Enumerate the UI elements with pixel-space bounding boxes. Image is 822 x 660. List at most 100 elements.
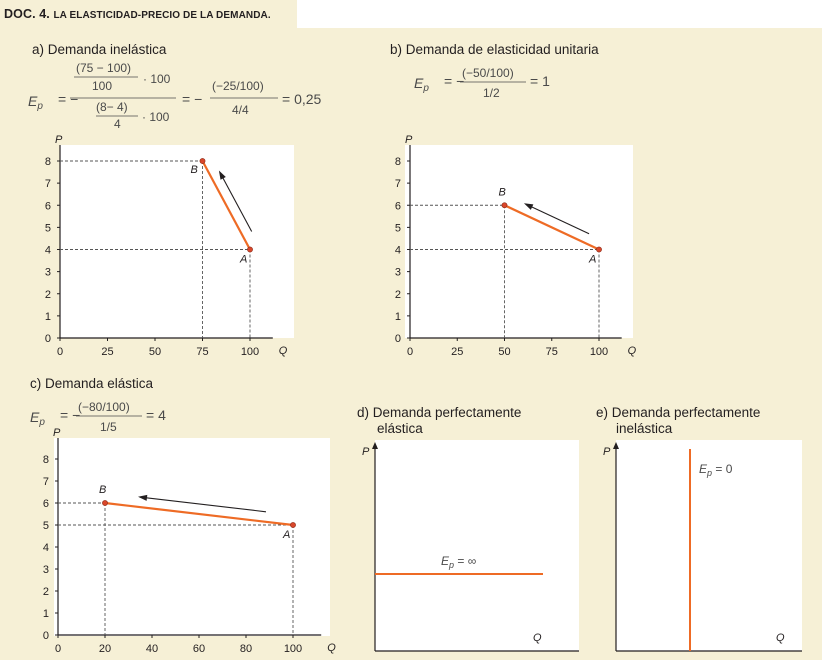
chart-b-y-label: P: [405, 134, 413, 146]
section-d-title: d) Demanda perfectamente elástica: [357, 405, 521, 437]
chart-b-direction-arrowhead: [523, 203, 534, 210]
chart-d-x-label: Q: [533, 632, 542, 644]
doc-title: DOC. 4. La elasticidad-precio de la dema…: [4, 7, 271, 21]
chart-d-y-arrow: [372, 442, 378, 449]
chart-b-y-tick-label: 5: [395, 222, 401, 234]
chart-a-y-tick-label: 4: [45, 245, 51, 257]
chart-c-y-tick-label: 3: [43, 564, 49, 576]
chart-d-panel: [375, 440, 579, 651]
formula-b-result: = 1: [530, 73, 550, 89]
chart-c-x-tick-label: 40: [146, 643, 158, 655]
chart-b-y-tick-label: 0: [395, 333, 401, 345]
chart-b-x-tick-label: 0: [407, 346, 413, 358]
formula-b-num: (−50/100): [462, 66, 514, 80]
chart-c-direction-arrowhead: [138, 494, 148, 501]
chart-b-y-tick-label: 3: [395, 267, 401, 279]
chart-e-elasticity-label: Ep = 0: [699, 462, 733, 478]
chart-a-y-tick-label: 7: [45, 178, 51, 190]
chart-a-point-B: [199, 158, 206, 164]
chart-c-point-label-A: A: [282, 529, 290, 541]
chart-b-x-tick-label: 75: [546, 346, 558, 358]
section-d-title-line2: elástica: [377, 421, 423, 436]
formula-c: Ep = − (−80/100) 1/5 = 4: [30, 400, 166, 434]
section-b-title: b) Demanda de elasticidad unitaria: [390, 42, 599, 57]
chart-c-y-tick-label: 6: [43, 498, 49, 510]
chart-c-point-label-B: B: [99, 484, 106, 496]
formula-c-num: (−80/100): [78, 400, 130, 414]
chart-c-y-tick-label: 8: [43, 454, 49, 466]
chart-c-x-tick-label: 80: [240, 643, 252, 655]
chart-a-y-tick-label: 1: [45, 311, 51, 323]
chart-c-x-tick-label: 20: [99, 643, 111, 655]
chart-c-demand-segment: [104, 501, 294, 527]
chart-d-y-label: P: [362, 446, 370, 458]
formula-a: Ep = − (75 − 100) 100 · 100 (8− 4) 4 · 1…: [28, 61, 322, 130]
chart-c-x-tick-label: 100: [284, 643, 302, 655]
formula-c-ep: Ep: [30, 409, 45, 428]
chart-c-x-label: Q: [327, 642, 336, 654]
formula-c-result: = 4: [146, 407, 166, 423]
chart-a-x-tick-label: 0: [57, 346, 63, 358]
chart-b-point-label-B: B: [499, 186, 506, 198]
chart-a-y-tick-label: 3: [45, 267, 51, 279]
chart-c-panel: [54, 438, 330, 636]
chart-b-y-tick-label: 8: [395, 156, 401, 168]
chart-c-y-tick-label: 0: [43, 630, 49, 642]
chart-b-point-label-A: A: [588, 254, 596, 266]
chart-b-point-B: [501, 202, 508, 209]
chart-b-direction-arrow: [525, 203, 590, 235]
chart-a-x-tick-label: 100: [241, 346, 259, 358]
chart-e-y-label: P: [603, 446, 611, 458]
formula-a-num-top: (75 − 100): [76, 61, 131, 75]
chart-b-x-label: Q: [628, 345, 637, 357]
chart-a-y-tick-label: 5: [45, 222, 51, 234]
chart-a-point-label-A: A: [239, 254, 247, 266]
header-band: [0, 0, 297, 28]
chart-e-y-arrow: [613, 442, 619, 449]
formula-a-frac2-num: (−25/100): [212, 79, 264, 93]
chart-c-point-A: [290, 522, 296, 528]
chart-c-y-tick-label: 7: [43, 476, 49, 488]
chart-a-point-label-B: B: [191, 164, 198, 176]
chart-b-panel: [405, 145, 633, 338]
chart-b-x-tick-label: 100: [590, 346, 608, 358]
chart-b-y-tick-label: 4: [395, 245, 401, 257]
section-e-title: e) Demanda perfectamente inelástica: [596, 405, 760, 437]
chart-b-x-tick-label: 25: [451, 346, 463, 358]
chart-a-y-label: P: [55, 134, 63, 146]
formula-b: Ep = − (−50/100) 1/2 = 1: [414, 66, 550, 100]
chart-c-point-B: [102, 500, 108, 506]
chart-d-elasticity-label: Ep = ∞: [441, 554, 476, 570]
chart-a-x-tick-label: 50: [149, 346, 161, 358]
formula-a-eq2: = −: [182, 91, 202, 107]
chart-c-y-tick-label: 1: [43, 608, 49, 620]
formula-a-mult2: · 100: [142, 110, 170, 124]
chart-a-direction-arrow: [219, 171, 253, 232]
formula-a-mult1: · 100: [143, 72, 171, 86]
chart-c-y-label: P: [53, 427, 61, 439]
chart-b-y-tick-label: 7: [395, 178, 401, 190]
chart-a-direction-arrowhead: [218, 170, 226, 180]
chart-a-x-tick-label: 25: [101, 346, 113, 358]
chart-a-x-label: Q: [279, 345, 288, 357]
chart-a-panel: [60, 145, 294, 338]
chart-e-x-label: Q: [776, 632, 785, 644]
chart-a-y-tick-label: 0: [45, 333, 51, 345]
formula-c-eq: = −: [60, 407, 80, 423]
chart-a-y-tick-label: 2: [45, 289, 51, 301]
section-e-title-line2: inelástica: [616, 421, 673, 436]
formula-b-ep: Ep: [414, 75, 429, 94]
chart-c-y-tick-label: 5: [43, 520, 49, 532]
chart-c-x-tick-label: 60: [193, 643, 205, 655]
chart-b-x-tick-label: 50: [498, 346, 510, 358]
chart-b-y-tick-label: 2: [395, 289, 401, 301]
formula-a-den-top: (8− 4): [96, 100, 128, 114]
formula-b-den: 1/2: [483, 86, 500, 100]
section-a-title: a) Demanda inelástica: [32, 42, 167, 57]
section-d-title-line1: d) Demanda perfectamente: [357, 405, 522, 420]
chart-b-y-tick-label: 6: [395, 200, 401, 212]
